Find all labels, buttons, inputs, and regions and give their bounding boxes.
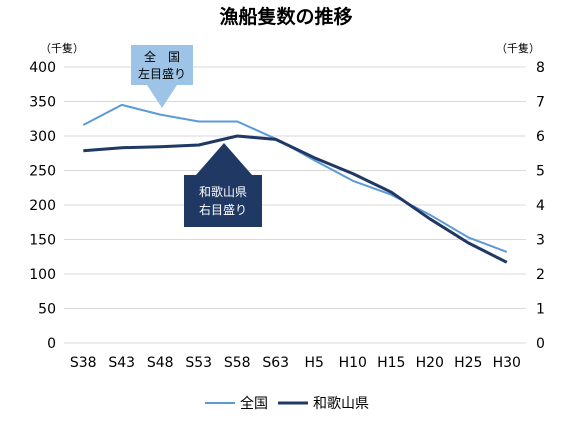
right-tick-label-7: 7 bbox=[536, 95, 545, 111]
left-axis-ticks: 0 50 100 150 200 250 300 350 400 bbox=[29, 60, 56, 352]
callout-wakayama-line1: 和歌山県 bbox=[199, 184, 247, 199]
callout-national-box bbox=[131, 45, 193, 85]
right-tick-label-4: 4 bbox=[536, 198, 545, 214]
left-tick-label-8: 400 bbox=[29, 60, 56, 76]
callout-wakayama: 和歌山県 右目盛り bbox=[184, 143, 262, 227]
left-axis-unit: （千隻） bbox=[40, 41, 84, 55]
callout-national-line2: 左目盛り bbox=[138, 66, 186, 81]
x-tick-label-H15: H15 bbox=[377, 355, 405, 371]
chart-title: 漁船隻数の推移 bbox=[219, 5, 352, 28]
left-tick-label-5: 250 bbox=[29, 164, 56, 180]
x-tick-label-H30: H30 bbox=[493, 355, 521, 371]
left-tick-label-1: 50 bbox=[38, 302, 56, 318]
callout-national: 全 国 左目盛り bbox=[131, 45, 193, 108]
left-tick-label-7: 350 bbox=[29, 95, 56, 111]
x-tick-label-S63: S63 bbox=[262, 355, 289, 371]
series-lines bbox=[82, 103, 508, 264]
left-tick-label-3: 150 bbox=[29, 233, 56, 249]
x-tick-label-H20: H20 bbox=[416, 355, 444, 371]
right-tick-label-5: 5 bbox=[536, 164, 545, 180]
left-tick-label-4: 200 bbox=[29, 198, 56, 214]
x-tick-label-S53: S53 bbox=[185, 355, 212, 371]
x-tick-label-S38: S38 bbox=[70, 355, 97, 371]
legend: 全国 和歌山県 bbox=[205, 395, 369, 412]
right-tick-label-0: 0 bbox=[536, 336, 545, 352]
callout-wakayama-line2: 右目盛り bbox=[199, 202, 247, 217]
x-tick-label-H10: H10 bbox=[339, 355, 367, 371]
right-axis-ticks: 0 1 2 3 4 5 6 7 8 bbox=[536, 60, 545, 352]
callout-national-line1: 全 国 bbox=[144, 49, 180, 64]
legend-label-national: 全国 bbox=[240, 395, 268, 412]
x-axis-ticks: S38 S43 S48 S53 S58 S63 H5 H10 H15 H20 H25 H30 bbox=[70, 355, 521, 371]
left-tick-label-2: 100 bbox=[29, 267, 56, 283]
x-tick-label-S43: S43 bbox=[108, 355, 135, 371]
right-tick-label-6: 6 bbox=[536, 129, 545, 145]
right-tick-label-1: 1 bbox=[536, 302, 545, 318]
callout-wakayama-arrow bbox=[196, 143, 252, 175]
series-line-0 bbox=[82, 103, 508, 253]
left-tick-label-6: 300 bbox=[29, 129, 56, 145]
x-tick-label-H5: H5 bbox=[305, 355, 324, 371]
left-tick-label-0: 0 bbox=[47, 336, 56, 352]
right-tick-label-8: 8 bbox=[536, 60, 545, 76]
x-tick-label-S48: S48 bbox=[147, 355, 174, 371]
right-tick-label-2: 2 bbox=[536, 267, 545, 283]
right-axis-unit: （千隻） bbox=[496, 41, 540, 55]
x-tick-label-S58: S58 bbox=[224, 355, 251, 371]
series-line-1 bbox=[83, 134, 508, 264]
right-tick-label-3: 3 bbox=[536, 233, 545, 249]
legend-label-wakayama: 和歌山県 bbox=[313, 396, 369, 412]
callout-national-arrow bbox=[147, 85, 177, 108]
gridlines bbox=[64, 66, 526, 344]
x-tick-label-H25: H25 bbox=[454, 355, 482, 371]
callout-wakayama-box bbox=[184, 175, 262, 227]
